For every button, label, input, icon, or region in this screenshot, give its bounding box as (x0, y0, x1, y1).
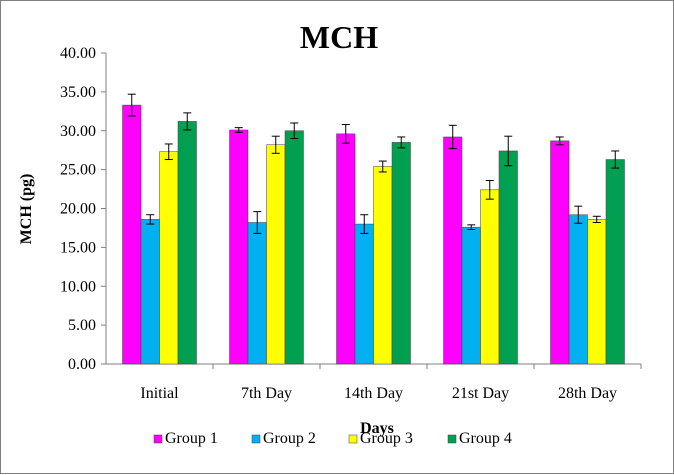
bar (443, 136, 463, 365)
bar (229, 129, 249, 365)
bar (480, 189, 500, 365)
bar (284, 130, 304, 365)
bar (568, 214, 588, 365)
y-tick-label: 20.00 (60, 201, 96, 218)
y-tick-label: 15.00 (60, 239, 96, 256)
bar (498, 150, 518, 365)
y-tick-label: 40.00 (60, 45, 96, 62)
bar (159, 151, 179, 365)
y-tick-label: 0.00 (68, 356, 96, 373)
bar (122, 104, 142, 365)
bar (354, 223, 374, 365)
legend-swatch (348, 434, 358, 444)
y-axis-title: MCH (pg) (18, 174, 35, 245)
legend-label: Group 2 (263, 430, 316, 447)
bar (247, 222, 267, 365)
bar (587, 219, 607, 365)
y-tick-label: 25.00 (60, 162, 96, 179)
y-tick-label: 5.00 (68, 317, 96, 334)
y-tick-label: 30.00 (60, 123, 96, 140)
x-tick-label: 7th Day (241, 385, 292, 402)
x-tick-label: Initial (140, 385, 179, 402)
x-tick-label: 21st Day (452, 385, 509, 402)
legend-swatch (251, 434, 261, 444)
x-tick-label: 14th Day (344, 385, 403, 402)
bar (140, 219, 160, 365)
plot-area: 0.00 5.00 10.00 15.00 20.00 25.00 30.00 35.00 40… (60, 45, 642, 402)
x-tick-label: 28th Day (558, 385, 617, 402)
y-tick-label: 10.00 (60, 278, 96, 295)
legend-swatch (153, 434, 163, 444)
bar (373, 166, 393, 365)
bar (336, 133, 356, 365)
legend-label: Group 3 (360, 430, 413, 447)
bar (461, 226, 481, 365)
bar (550, 140, 570, 365)
x-axis-title: Days (360, 420, 394, 437)
bar (391, 142, 411, 365)
bar (266, 144, 286, 365)
legend-label: Group 4 (459, 430, 512, 447)
legend: Group 1 Group 2 Group 3 Group 4 (153, 430, 512, 447)
y-tick-label: 35.00 (60, 84, 96, 101)
chart-title: MCH (300, 19, 378, 55)
bar (605, 159, 625, 365)
bar (177, 121, 197, 365)
legend-label: Group 1 (165, 430, 218, 447)
legend-swatch (447, 434, 457, 444)
